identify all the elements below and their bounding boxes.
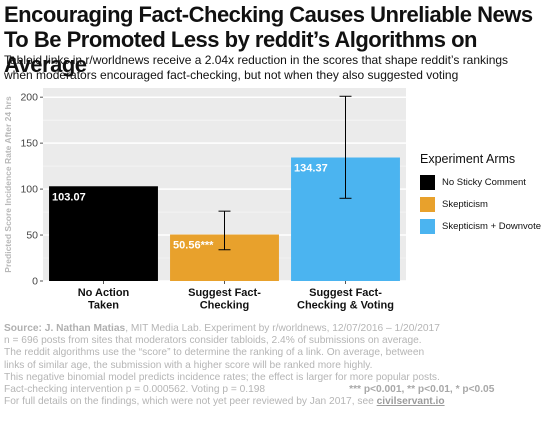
x-tick-label: Suggest Fact- xyxy=(309,287,382,299)
x-tick-label: Taken xyxy=(88,300,119,312)
y-tick-label: 0 xyxy=(32,276,38,288)
footer-line: This negative binomial model predicts in… xyxy=(4,371,440,383)
source-details: , MIT Media Lab. Experiment by r/worldne… xyxy=(125,323,440,334)
legend-title: Experiment Arms xyxy=(420,152,516,166)
legend-item-no-sticky: No Sticky Comment xyxy=(420,171,557,193)
legend-label: No Sticky Comment xyxy=(442,176,526,188)
bar-value-label: 134.37 xyxy=(294,163,328,175)
legend-label: Skepticism + Downvote xyxy=(442,220,541,232)
legend-item-skepticism-downvote: Skepticism + Downvote xyxy=(420,215,557,237)
legend-swatch xyxy=(420,196,435,212)
y-tick-label: 150 xyxy=(20,138,38,150)
y-tick-label: 200 xyxy=(20,92,38,104)
y-tick-label: 50 xyxy=(26,230,38,242)
subtitle-line-2: when moderators encouraged fact-checking… xyxy=(4,67,459,82)
legend-swatch xyxy=(420,174,435,190)
source-label: Source: xyxy=(4,323,42,334)
details-text: For full details on the findings, which … xyxy=(4,396,377,408)
footer-line: links of similar age, the submission wit… xyxy=(4,359,373,371)
bar-chart: 0 50 100 150 200 Predicted Score Incidence Ra… xyxy=(3,88,406,312)
legend: Experiment Arms No Sticky Comment Skepti… xyxy=(420,152,557,237)
x-tick-label: Checking & Voting xyxy=(297,300,394,312)
chart-title: Encouraging Fact-Checking Causes Unrelia… xyxy=(4,2,556,77)
title-line-2: To Be Promoted Less by reddit’s Algorith… xyxy=(4,27,477,77)
legend-item-skepticism: Skepticism xyxy=(420,193,557,215)
details-line: For full details on the findings, which … xyxy=(4,396,556,408)
bar xyxy=(49,186,158,281)
footer-line: The reddit algorithms use the “score” to… xyxy=(4,347,425,359)
bar-value-label: 103.07 xyxy=(52,191,86,203)
chart-subtitle: Tabloid links in r/worldnews receive a 2… xyxy=(4,53,556,82)
legend-label: Skepticism xyxy=(442,198,488,210)
pvalue-line: Fact-checking intervention p = 0.000562.… xyxy=(4,384,556,396)
subtitle-line-1: Tabloid links in r/worldnews receive a 2… xyxy=(4,53,509,67)
civilservant-link[interactable]: civilservant.io xyxy=(376,396,445,408)
y-axis-label: Predicted Score Incidence Rate After 24 … xyxy=(3,96,13,273)
title-line-1: Encouraging Fact-Checking Causes Unrelia… xyxy=(4,2,533,27)
pvalues-text: Fact-checking intervention p = 0.000562.… xyxy=(4,383,266,395)
x-tick-label: No Action xyxy=(78,287,130,299)
source-author: J. Nathan Matias xyxy=(44,323,126,334)
footer-line: n = 696 posts from sites that moderators… xyxy=(4,335,422,347)
significance-key: *** p<0.001, ** p<0.01, * p<0.05 xyxy=(349,383,495,395)
bar-value-label: 50.56*** xyxy=(173,240,214,252)
source-line: Source: J. Nathan Matias, MIT Media Lab.… xyxy=(4,323,556,335)
x-tick-label: Suggest Fact- xyxy=(188,287,261,299)
x-tick-label: Checking xyxy=(200,300,250,312)
y-tick-label: 100 xyxy=(20,184,38,196)
footer-notes: Source: J. Nathan Matias, MIT Media Lab.… xyxy=(4,323,556,408)
legend-swatch xyxy=(420,218,435,234)
